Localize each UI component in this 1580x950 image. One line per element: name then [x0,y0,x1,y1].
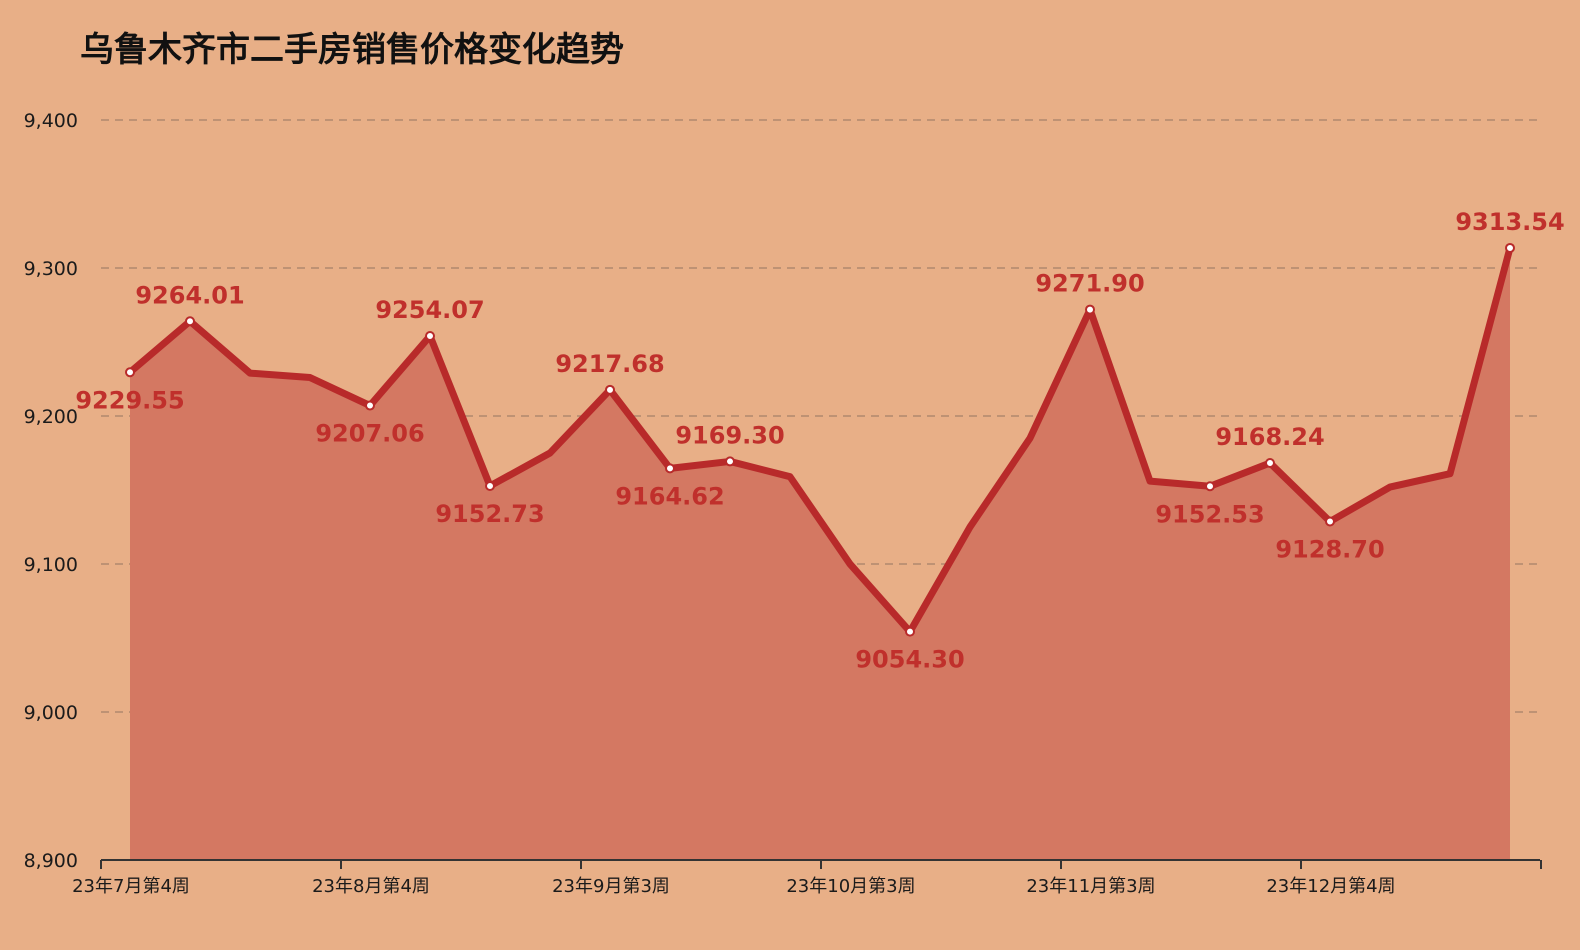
data-point-marker [185,316,195,327]
area-fill [130,247,1510,860]
x-tick-label: 23年10月第3周 [786,876,915,897]
data-label: 9254.07 [375,296,484,324]
data-label: 9229.55 [75,386,184,414]
data-labels: 9229.55 9264.01 9207.06 9254.07 9152.73 9217.… [75,208,1564,674]
data-label: 9217.68 [555,350,664,378]
data-label: 9313.54 [1455,208,1564,236]
chart-title: 乌鲁木齐市二手房销售价格变化趋势 [80,30,624,70]
x-tick-label: 23年11月第3周 [1026,876,1155,897]
data-label: 9207.06 [315,420,424,448]
data-label: 9152.73 [435,500,544,528]
data-markers [125,242,1515,637]
data-label: 9128.70 [1275,536,1384,564]
area-fill-path [130,247,1510,860]
series-polyline [126,244,1514,636]
x-tick-label: 23年9月第3周 [552,876,670,897]
data-point-marker [1265,458,1275,469]
y-tick-label: 8,900 [24,850,78,872]
data-point-marker [1505,242,1515,253]
x-tick-label: 23年12月第4周 [1266,876,1395,897]
y-tick-label: 9,100 [24,554,78,576]
data-point-marker [905,626,915,637]
data-label: 9168.24 [1215,423,1324,451]
data-point-marker [425,330,435,341]
series-line [126,244,1514,636]
data-label: 9152.53 [1155,500,1264,528]
data-point-marker [1325,516,1335,527]
x-tick-label: 23年7月第4周 [72,876,190,897]
data-label: 9169.30 [675,421,784,449]
data-point-marker [1085,304,1095,315]
data-point-marker [1205,481,1215,492]
y-tick-label: 9,300 [24,258,78,280]
data-point-marker [605,384,615,395]
y-tick-label: 9,000 [24,702,78,724]
data-point-marker [725,456,735,467]
data-point-marker [485,480,495,491]
x-tick-label: 23年8月第4周 [312,876,430,897]
data-label: 9264.01 [135,281,244,309]
data-point-marker [365,400,375,411]
data-point-marker [125,367,135,378]
y-tick-label: 9,400 [24,110,78,132]
data-label: 9054.30 [855,646,964,674]
data-label: 9164.62 [615,482,724,510]
x-axis: 23年7月第4周 23年8月第4周 23年9月第3周 23年10月第3周 23年11月第… [72,859,1542,897]
data-label: 9271.90 [1035,270,1144,298]
y-tick-label: 9,200 [24,406,78,428]
data-point-marker [665,463,675,474]
